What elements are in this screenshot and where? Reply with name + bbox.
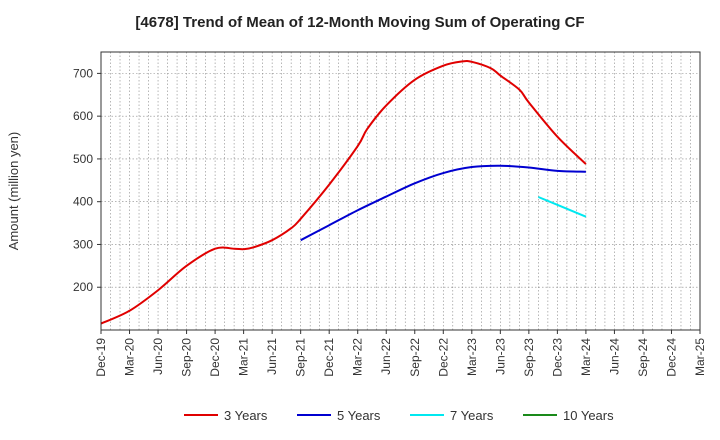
x-tick-label: Dec-21 <box>322 338 336 377</box>
x-tick-label: Sep-20 <box>180 338 194 377</box>
y-axis-label: Amount (million yen) <box>6 132 21 251</box>
x-tick-label: Mar-24 <box>579 338 593 376</box>
x-tick-label: Mar-25 <box>693 338 707 376</box>
legend-label-5-years: 5 Years <box>337 408 381 423</box>
x-tick-label: Sep-22 <box>408 338 422 377</box>
x-tick-label: Jun-22 <box>379 338 393 375</box>
series-line-7-years <box>537 196 587 218</box>
y-tick-label: 700 <box>73 66 93 80</box>
x-tick-label: Mar-21 <box>237 338 251 376</box>
legend-label-10-years: 10 Years <box>563 408 614 423</box>
x-tick-label: Dec-19 <box>94 338 108 377</box>
y-tick-label: 600 <box>73 109 93 123</box>
y-tick-label: 500 <box>73 152 93 166</box>
legend-label-7-years: 7 Years <box>450 408 494 423</box>
x-tick-label: Mar-23 <box>465 338 479 376</box>
x-tick-label: Dec-20 <box>208 338 222 377</box>
x-tick-label: Mar-20 <box>123 338 137 376</box>
series-layer <box>100 59 587 325</box>
plot-frame <box>100 51 701 331</box>
x-tick-label: Jun-21 <box>265 338 279 375</box>
x-tick-label: Sep-23 <box>522 338 536 377</box>
series-line-5-years <box>300 164 586 242</box>
x-tick-label: Jun-23 <box>493 338 507 375</box>
y-tick-label: 400 <box>73 195 93 209</box>
legend: 3 Years 5 Years 7 Years 10 Years <box>184 408 614 423</box>
series-line-3-years <box>100 59 587 325</box>
x-tick-labels: Dec-19 Mar-20 Jun-20 Sep-20 Dec-20 Mar-21 Jun-… <box>94 330 707 377</box>
x-tick-label: Jun-24 <box>607 338 621 375</box>
x-tick-label: Sep-24 <box>636 338 650 377</box>
x-tick-label: Jun-20 <box>151 338 165 375</box>
x-tick-label: Mar-22 <box>351 338 365 376</box>
legend-label-3-years: 3 Years <box>224 408 268 423</box>
x-tick-label: Dec-24 <box>664 338 678 377</box>
y-tick-labels: 200 300 400 500 600 700 <box>73 66 101 294</box>
x-tick-label: Dec-22 <box>436 338 450 377</box>
x-tick-label: Dec-23 <box>550 338 564 377</box>
y-tick-label: 200 <box>73 280 93 294</box>
chart-title: [4678] Trend of Mean of 12-Month Moving … <box>135 14 585 31</box>
grid-layer <box>101 52 700 330</box>
y-tick-label: 300 <box>73 237 93 251</box>
x-tick-label: Sep-21 <box>294 338 308 377</box>
